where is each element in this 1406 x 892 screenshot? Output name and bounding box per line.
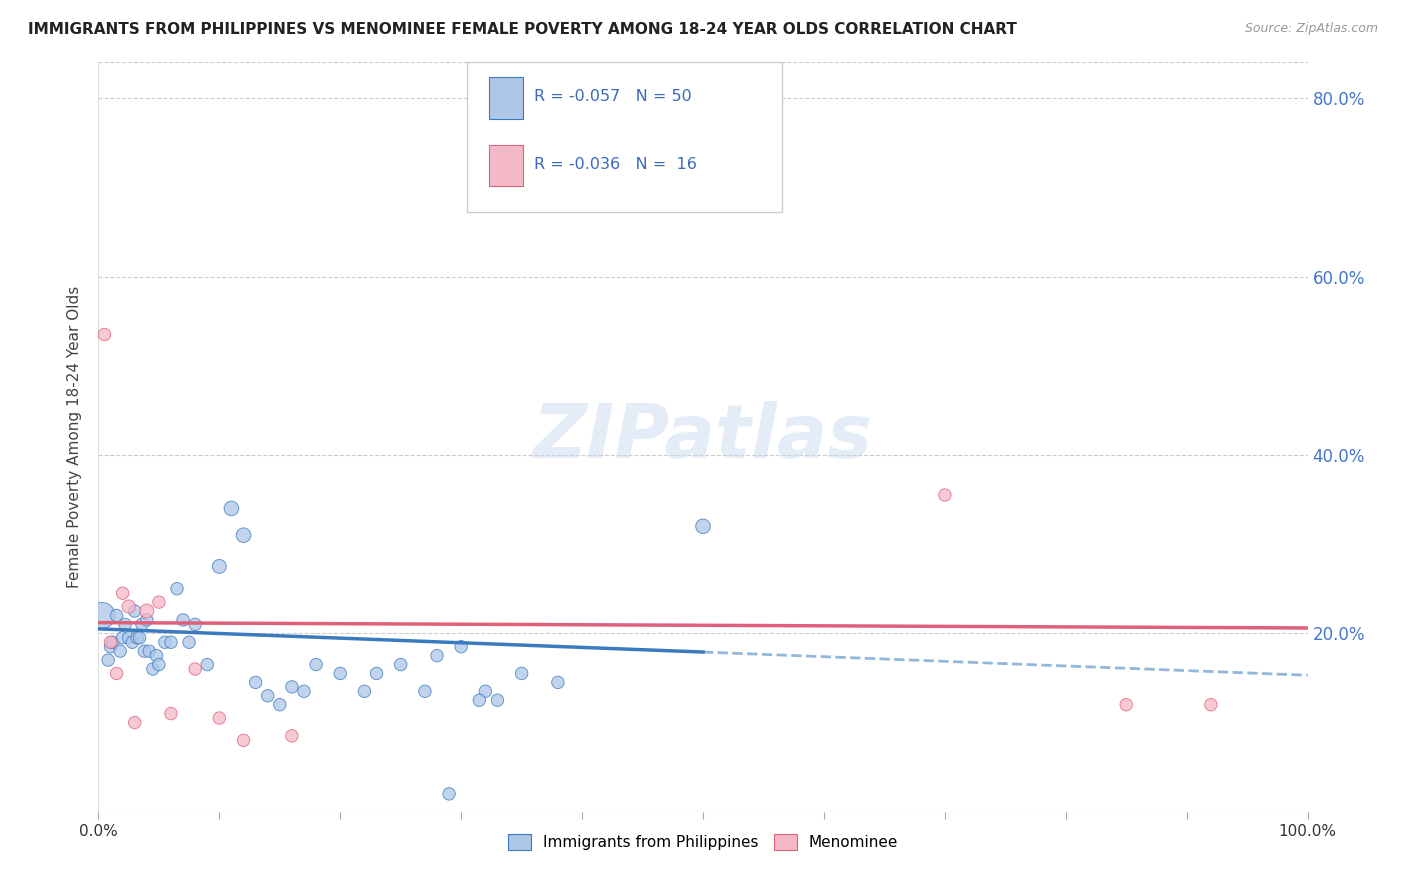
Point (1199, 698, 1222, 712)
Point (292, 684, 315, 698)
Point (166, 582, 188, 596)
Point (135, 613, 157, 627)
Point (114, 617, 136, 632)
Point (245, 675, 267, 690)
Point (134, 644, 156, 658)
Point (305, 657, 328, 672)
Point (221, 501, 243, 516)
Text: ZIPatlas: ZIPatlas (533, 401, 873, 474)
Point (160, 706, 183, 721)
Point (232, 733, 254, 747)
Point (101, 635, 124, 649)
Point (195, 657, 218, 672)
Point (474, 684, 496, 698)
Point (111, 631, 134, 645)
Point (232, 528, 254, 542)
Point (184, 617, 207, 632)
Point (118, 599, 141, 614)
Point (179, 635, 201, 649)
Point (269, 698, 291, 712)
Point (91, 608, 114, 623)
Text: IMMIGRANTS FROM PHILIPPINES VS MENOMINEE FEMALE POVERTY AMONG 18-24 YEAR OLDS CO: IMMIGRANTS FROM PHILIPPINES VS MENOMINEE… (28, 22, 1017, 37)
Point (468, 693, 491, 707)
Point (160, 635, 183, 649)
Point (450, 640, 472, 654)
Point (100, 640, 122, 654)
Point (124, 715, 146, 730)
Point (184, 662, 207, 676)
Point (692, 519, 714, 533)
Point (138, 644, 160, 658)
Point (1115, 698, 1137, 712)
Text: R = -0.057   N = 50: R = -0.057 N = 50 (534, 89, 692, 104)
Point (100, 635, 122, 649)
Point (105, 608, 128, 623)
FancyBboxPatch shape (467, 62, 782, 212)
Point (148, 657, 170, 672)
Point (131, 617, 153, 632)
Bar (489, 145, 523, 186)
Point (208, 559, 231, 574)
Point (97, 653, 120, 667)
Point (281, 680, 304, 694)
Point (510, 666, 533, 681)
Point (142, 662, 165, 676)
Point (93, 327, 115, 342)
Point (256, 689, 278, 703)
Point (145, 648, 167, 663)
Bar (489, 78, 523, 119)
Point (105, 666, 128, 681)
Point (426, 648, 449, 663)
Point (121, 635, 143, 649)
Text: Source: ZipAtlas.com: Source: ZipAtlas.com (1244, 22, 1378, 36)
Point (486, 693, 509, 707)
Point (135, 604, 157, 618)
Point (124, 604, 146, 618)
Point (366, 666, 388, 681)
Point (353, 684, 375, 698)
Point (172, 613, 194, 627)
Point (329, 666, 352, 681)
Y-axis label: Female Poverty Among 18-24 Year Olds: Female Poverty Among 18-24 Year Olds (67, 286, 83, 588)
Point (118, 631, 141, 645)
Point (208, 711, 231, 725)
Point (389, 657, 412, 672)
Point (111, 586, 134, 600)
Point (127, 631, 149, 645)
Point (148, 595, 170, 609)
Point (281, 729, 304, 743)
Point (547, 675, 569, 690)
Point (413, 684, 436, 698)
Point (128, 631, 150, 645)
Point (153, 635, 176, 649)
Point (934, 488, 956, 502)
Legend: Immigrants from Philippines, Menominee: Immigrants from Philippines, Menominee (502, 829, 904, 856)
Text: R = -0.036   N =  16: R = -0.036 N = 16 (534, 157, 696, 172)
Point (437, 787, 460, 801)
Point (108, 644, 131, 658)
